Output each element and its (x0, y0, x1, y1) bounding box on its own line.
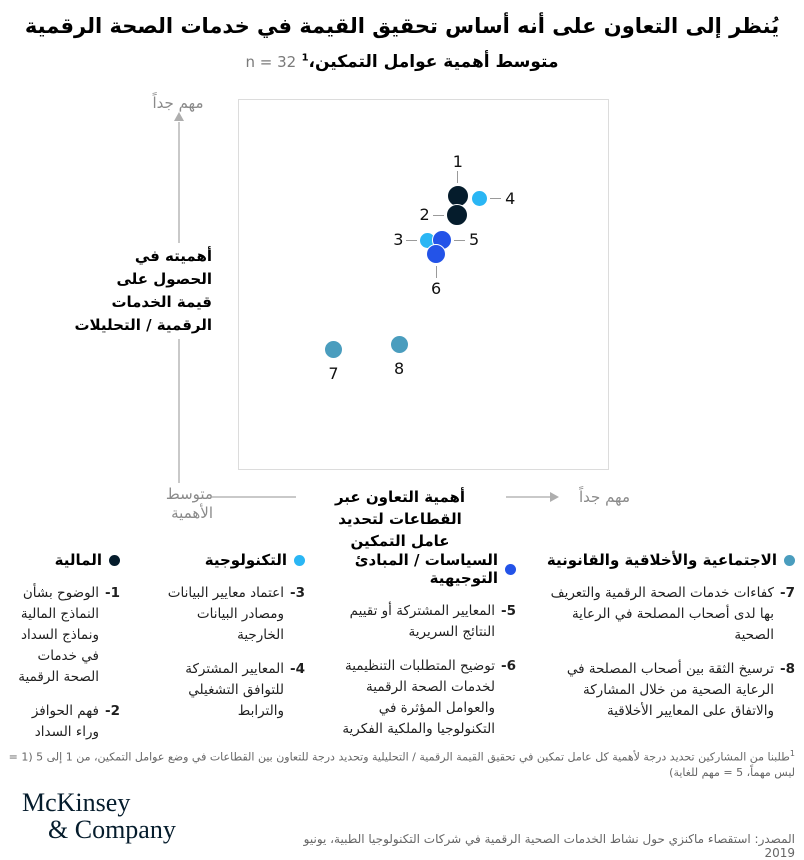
point-dot-8 (389, 335, 409, 355)
y-axis-arrow-icon (173, 112, 184, 121)
footnote-marker: 1 (301, 52, 309, 64)
legend-category-label: السياسات / المبادئ التوجيهية (354, 551, 498, 587)
legend-item-number: 2- (104, 702, 120, 719)
leader-line-3 (406, 239, 418, 241)
subtitle-text: متوسط أهمية عوامل التمكين، (308, 52, 559, 72)
x-axis-arrow-icon (550, 492, 559, 502)
legend-item-number: 8- (779, 660, 795, 677)
legend-item-text: توضيح المتطلبات التنظيمية لخدمات الصحة ا… (342, 657, 495, 737)
legend-item-text: الوضوح بشأن النماذج المالية ونماذج السدا… (18, 585, 99, 685)
x-axis-title: أهمية التعاون عبر القطاعات لتحديد عامل ا… (296, 486, 504, 552)
footnote-text: طلبنا من المشاركين تحديد درجة لأهمية كل … (8, 750, 795, 779)
point-number-label-6: 6 (430, 278, 442, 298)
legend-header-social: الاجتماعية والأخلاقية والقانونية (543, 551, 795, 569)
legend-item-7: 7- كفاءات خدمات الصحة الرقمية والتعريف به… (543, 583, 795, 646)
page-title: يُنظر إلى التعاون على أنه أساس تحقيق الق… (24, 14, 780, 38)
leader-line-2 (432, 214, 444, 216)
legend-item-2: 2- فهم الحوافز وراء السداد (8, 701, 120, 743)
point-dot-7 (323, 340, 343, 360)
legend-header-financial: المالية (8, 551, 120, 569)
point-number-label-7: 7 (328, 364, 339, 384)
point-number-label-8: 8 (394, 359, 405, 379)
logo-line-2: & Company (48, 815, 176, 844)
x-axis-title-line: أهمية التعاون عبر القطاعات لتحديد (334, 488, 466, 528)
y-axis-max-label: مهم جداً (152, 94, 204, 112)
source-text: المصدر: استقصاء ماكنزي حول نشاط الخدمات … (303, 832, 795, 860)
x-axis-line (506, 496, 550, 498)
legend-item-text: فهم الحوافز وراء السداد (31, 702, 99, 740)
legend-dot-technological-icon (294, 554, 305, 566)
leader-line-4 (490, 198, 502, 200)
legend-category-label: التكنولوجية (204, 551, 287, 569)
y-axis-title-line: قيمة الخدمات (111, 293, 212, 311)
logo-line-1: McKinsey (22, 788, 131, 817)
leader-line-1 (457, 170, 459, 183)
legend-item-1: 1- الوضوح بشأن النماذج المالية ونماذج الس… (8, 583, 120, 688)
legend-item-text: المعايير المشتركة للتوافق التشغيلي والتر… (185, 660, 284, 719)
legend-dot-financial-icon (109, 554, 120, 566)
legend-header-technological: التكنولوجية (147, 551, 305, 569)
footnote-superscript: 1 (789, 749, 795, 758)
footnote: 1طلبنا من المشاركين تحديد درجة لأهمية كل… (6, 746, 795, 780)
legend-item-text: اعتماد معايير البيانات ومصادر البيانات ا… (167, 585, 284, 643)
point-number-label-1: 1 (452, 151, 463, 171)
y-axis-title-line: الرقمية / التحليلات (74, 316, 212, 334)
axis-origin-label: متوسط الأهمية (133, 485, 213, 523)
legend-item-4: 4- المعايير المشتركة للتوافق التشغيلي وال… (147, 659, 305, 722)
x-axis-line (212, 496, 296, 498)
legend-dot-social-icon (784, 554, 795, 566)
legend-header-policies: السياسات / المبادئ التوجيهية (332, 551, 516, 587)
legend-item-text: كفاءات خدمات الصحة الرقمية والتعريف بها … (550, 585, 774, 643)
leader-line-6 (435, 265, 437, 278)
point-number-label-3: 3 (393, 230, 404, 250)
legend-column-financial: المالية 1- الوضوح بشأن النماذج المالية ونم… (8, 551, 120, 755)
chart-subtitle: متوسط أهمية عوامل التمكين،1 n = 32 (0, 52, 804, 72)
legend-item-text: ترسيخ الثقة بين أصحاب المصلحة في الرعاية… (566, 660, 774, 719)
point-dot-4 (471, 190, 489, 208)
legend-item-5: 5- المعايير المشتركة أو تقييم النتائج الس… (332, 601, 516, 643)
legend-category-label: الاجتماعية والأخلاقية والقانونية (546, 551, 777, 569)
point-number-label-2: 2 (419, 205, 430, 225)
legend-item-number: 5- (500, 603, 516, 619)
legend-item-number: 4- (289, 660, 305, 677)
x-axis-max-label: مهم جداً (578, 488, 630, 506)
point-number-label-4: 4 (505, 188, 516, 208)
legend-item-3: 3- اعتماد معايير البيانات ومصادر البيانات… (147, 583, 305, 646)
legend-item-number: 6- (500, 657, 516, 674)
y-axis-title-line: أهميته في (134, 247, 212, 265)
legend-category-label: المالية (54, 551, 102, 569)
origin-label-line: متوسط (165, 485, 213, 503)
legend-column-technological: التكنولوجية 3- اعتماد معايير البيانات ومصا… (147, 551, 305, 755)
legend: المالية 1- الوضوح بشأن النماذج المالية ونم… (8, 551, 795, 755)
legend-item-number: 3- (289, 585, 305, 601)
leader-line-5 (453, 239, 465, 241)
mckinsey-logo: McKinsey & Company (22, 789, 176, 843)
legend-item-8: 8- ترسيخ الثقة بين أصحاب المصلحة في الرعا… (543, 659, 795, 722)
legend-item-number: 1- (104, 585, 120, 601)
legend-item-text: المعايير المشتركة أو تقييم النتائج السري… (349, 603, 495, 640)
legend-item-6: 6- توضيح المتطلبات التنظيمية لخدمات الصحة… (332, 656, 516, 740)
legend-column-social: الاجتماعية والأخلاقية والقانونية 7- كفاءات… (543, 551, 795, 755)
legend-item-number: 7- (779, 585, 795, 601)
legend-dot-policies-icon (505, 563, 516, 575)
sample-size: n = 32 (245, 53, 297, 71)
point-number-label-5: 5 (468, 230, 480, 250)
point-dot-6 (426, 243, 447, 264)
x-axis-title-line: عامل التمكين (350, 532, 450, 550)
point-dot-2 (445, 204, 468, 227)
legend-column-policies: السياسات / المبادئ التوجيهية 5- المعايير ا… (332, 551, 516, 755)
y-axis-title-line: الحصول على (116, 270, 212, 288)
origin-label-line: الأهمية (171, 504, 213, 522)
y-axis-title: أهميته في الحصول على قيمة الخدمات الرقمي… (70, 243, 212, 339)
point-dot-1 (446, 184, 469, 207)
